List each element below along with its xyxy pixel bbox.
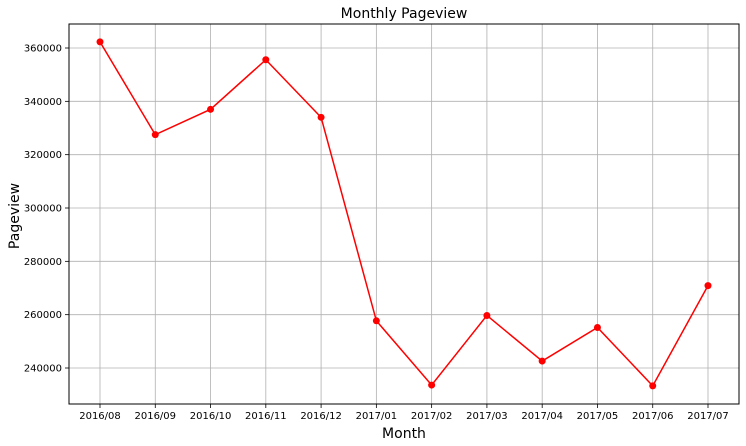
data-point [538, 357, 546, 365]
data-point [207, 105, 215, 113]
x-tick-label: 2017/03 [466, 411, 508, 422]
chart-title: Monthly Pageview [341, 6, 468, 22]
x-tick-label: 2017/04 [521, 411, 563, 422]
x-tick-label: 2017/05 [577, 411, 619, 422]
y-tick-label: 260000 [24, 310, 62, 321]
series-layer [96, 38, 712, 390]
data-point [428, 381, 436, 389]
y-tick-label: 320000 [24, 150, 62, 161]
x-axis: 2016/08 2016/09 2016/10 2016/11 2016/12 2017/… [79, 404, 729, 422]
y-axis-title: Pageview [7, 183, 23, 249]
y-tick-label: 360000 [24, 44, 62, 55]
data-point [649, 382, 657, 390]
plot-frame [68, 23, 740, 405]
x-tick-label: 2017/02 [411, 411, 453, 422]
data-point [372, 317, 380, 325]
x-tick-label: 2016/09 [134, 411, 176, 422]
x-tick-label: 2016/12 [300, 411, 342, 422]
data-point [483, 311, 491, 319]
x-tick-label: 2017/06 [632, 411, 674, 422]
grid [69, 24, 739, 404]
y-tick-label: 240000 [24, 364, 62, 375]
y-tick-label: 300000 [24, 204, 62, 215]
series-line [99, 41, 709, 388]
x-tick-label: 2016/11 [245, 411, 287, 422]
y-tick-label: 340000 [24, 97, 62, 108]
x-tick-label: 2017/01 [356, 411, 398, 422]
x-tick-label: 2017/07 [687, 411, 729, 422]
data-point [151, 131, 159, 139]
data-point [317, 113, 325, 121]
data-point [262, 56, 270, 64]
y-tick-label: 280000 [24, 257, 62, 268]
x-tick-label: 2016/10 [190, 411, 232, 422]
x-axis-title: Month [382, 426, 426, 442]
data-point [704, 282, 712, 290]
x-tick-label: 2016/08 [79, 411, 121, 422]
data-point [96, 38, 104, 46]
data-point [593, 323, 601, 331]
y-axis: 240000 260000 280000 300000 320000 340000 3600… [24, 44, 69, 375]
